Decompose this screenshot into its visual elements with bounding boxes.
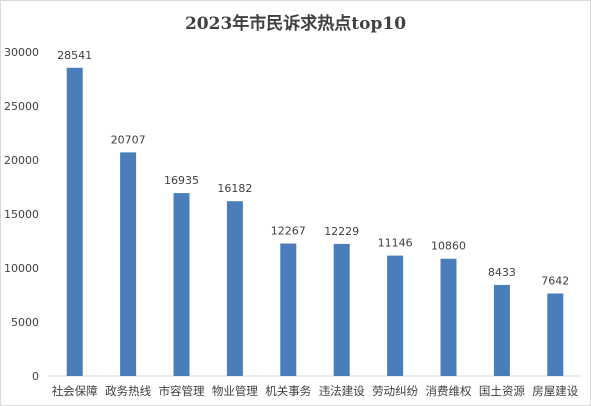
y-tick-label: 5000 (11, 316, 39, 329)
data-label: 10860 (431, 240, 466, 253)
y-tick-label: 10000 (4, 262, 39, 275)
x-tick-label: 机关事务 (265, 384, 311, 398)
bar (226, 201, 243, 376)
x-tick-label: 房屋建设 (532, 384, 578, 398)
y-tick-label: 20000 (4, 154, 39, 167)
chart-title: 2023年市民诉求热点top10 (184, 14, 407, 34)
data-label: 12229 (324, 225, 359, 238)
bar (333, 243, 350, 376)
bar (66, 67, 83, 376)
data-label: 28541 (57, 49, 92, 62)
bar (173, 193, 190, 376)
bar (493, 284, 510, 376)
y-tick-label: 30000 (4, 46, 39, 59)
x-tick-label: 社会保障 (52, 384, 98, 398)
bar (440, 258, 457, 376)
data-label: 16935 (164, 174, 199, 187)
bar (387, 255, 404, 376)
x-tick-label: 政务热线 (105, 384, 151, 398)
x-tick-label: 消费维权 (426, 384, 472, 398)
data-label: 8433 (488, 266, 516, 279)
data-label: 20707 (111, 133, 146, 146)
x-tick-label: 国土资源 (479, 384, 525, 398)
bars-group (66, 67, 564, 376)
category-labels-group: 社会保障 政务热线 市容管理 物业管理 机关事务 违法建设 劳动纠纷 消费维权 国土资源 房屋建设 (52, 384, 579, 398)
data-labels-group: 28541 20707 16935 16182 12267 12229 11146 10860… (57, 49, 569, 288)
y-tick-label: 0 (32, 370, 39, 383)
x-tick-label: 物业管理 (212, 384, 258, 398)
x-tick-label: 劳动纠纷 (372, 384, 418, 398)
chart-axes: 0 5000 10000 15000 20000 25000 30000 (4, 46, 582, 383)
bar (547, 293, 564, 376)
data-label: 11146 (378, 237, 413, 250)
bar (120, 152, 137, 376)
data-label: 16182 (217, 182, 252, 195)
y-tick-label: 15000 (4, 208, 39, 221)
bar (280, 243, 297, 376)
data-label: 12267 (271, 225, 306, 238)
x-tick-label: 违法建设 (319, 384, 365, 398)
x-tick-label: 市容管理 (159, 384, 205, 398)
y-tick-label: 25000 (4, 100, 39, 113)
data-label: 7642 (541, 274, 569, 287)
